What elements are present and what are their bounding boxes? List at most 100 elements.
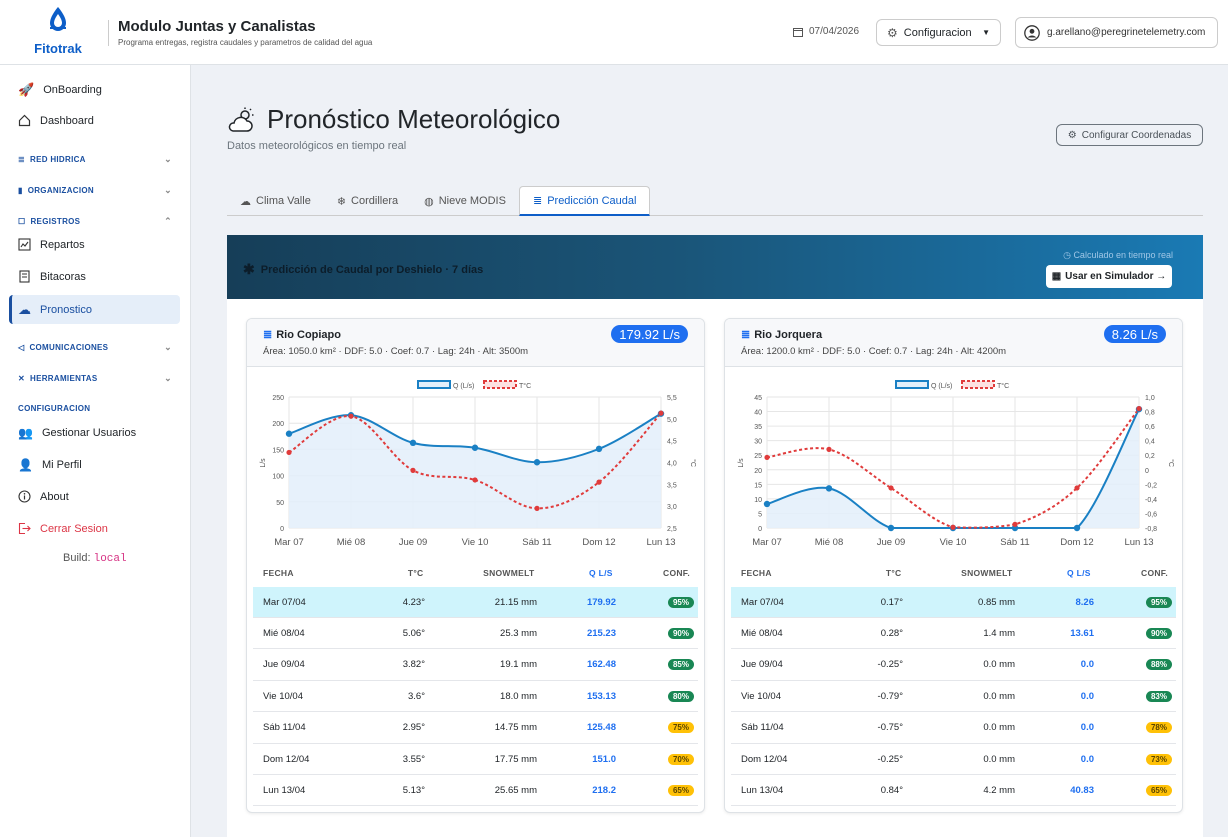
row-q: 215.23 <box>586 627 616 639</box>
x-tick-label: Jue 09 <box>399 537 428 548</box>
page-title: Pronóstico Meteorológico <box>227 104 560 135</box>
row-conf: 78% <box>1094 722 1172 734</box>
x-tick-label: Dom 12 <box>582 537 615 548</box>
sidebar-section-organizacion[interactable]: ▮ ORGANIZACION ⌄ <box>18 185 172 196</box>
sidebar-item-repartos[interactable]: Repartos <box>18 238 85 251</box>
table-row[interactable]: Mar 07/04 0.17° 0.85 mm 8.26 95% <box>731 587 1176 618</box>
table-row[interactable]: Jue 09/04 -0.25° 0.0 mm 0.0 88% <box>731 650 1176 681</box>
legend-flow-swatch <box>895 380 929 389</box>
x-tick-label: Mar 07 <box>752 537 782 548</box>
globe-icon: ◍ <box>424 195 434 208</box>
table-row[interactable]: Mié 08/04 0.28° 1.4 mm 13.61 90% <box>731 618 1176 650</box>
tab-label: Nieve MODIS <box>438 195 506 207</box>
confidence-badge: 85% <box>667 659 694 671</box>
tab-cordillera[interactable]: ❄ Cordillera <box>324 186 411 216</box>
sidebar-section-red-hidrica[interactable]: ≣ RED HIDRICA ⌄ <box>18 154 172 165</box>
tab-nieve-modis[interactable]: ◍ Nieve MODIS <box>411 186 519 216</box>
tab-label: Clima Valle <box>256 195 311 207</box>
user-menu-button[interactable]: g.arellano@peregrinetelemetry.com <box>1015 17 1218 48</box>
sidebar-item-label: About <box>40 490 69 503</box>
page-title-text: Pronóstico Meteorológico <box>267 104 561 134</box>
tab-prediccion-caudal[interactable]: ≣ Predicción Caudal <box>518 186 651 216</box>
table-row[interactable]: Lun 13/04 5.13° 25.65 mm 218.2 65% <box>253 775 698 807</box>
sidebar-section-comunicaciones[interactable]: ◁ COMUNICACIONES ⌄ <box>18 342 172 353</box>
tab-clima-valle[interactable]: ☁ Clima Valle <box>227 186 324 216</box>
sidebar-section-registros[interactable]: ☐ REGISTROS ⌃ <box>18 216 172 227</box>
table-row[interactable]: Vie 10/04 -0.79° 0.0 mm 0.0 83% <box>731 681 1176 713</box>
realtime-text: Calculado en tiempo real <box>1073 250 1173 260</box>
sidebar-item-label: Repartos <box>40 238 85 251</box>
table-row[interactable]: Dom 12/04 -0.25° 0.0 mm 0.0 73% <box>731 744 1176 775</box>
row-conf: 70% <box>616 753 694 765</box>
row-conf: 75% <box>616 722 694 734</box>
table-header: FECHA T°C SNOWMELT Q L/S CONF. <box>263 559 690 587</box>
section-label: RED HIDRICA <box>30 155 86 164</box>
row-fecha: Dom 12/04 <box>263 753 310 765</box>
sidebar-item-about[interactable]: About <box>18 490 69 503</box>
sidebar-section-herramientas[interactable]: ✕ HERRAMIENTAS ⌄ <box>18 373 172 384</box>
temp-point <box>348 413 354 419</box>
row-snowmelt: 0.0 mm <box>983 659 1015 671</box>
configurar-coordenadas-button[interactable]: ⚙ Configurar Coordenadas <box>1056 124 1203 146</box>
sidebar-item-pronostico[interactable]: ☁ Pronostico <box>18 302 92 318</box>
table-row[interactable]: Vie 10/04 3.6° 18.0 mm 153.13 80% <box>253 681 698 713</box>
flow-point <box>533 459 541 466</box>
sidebar-item-usuarios[interactable]: 👥 Gestionar Usuarios <box>18 426 136 440</box>
table-row[interactable]: Mar 07/04 4.23° 21.15 mm 179.92 95% <box>253 587 698 618</box>
chevron-down-icon: ⌄ <box>164 185 172 195</box>
sidebar-item-label: Cerrar Sesion <box>40 522 108 535</box>
confidence-badge: 88% <box>1145 659 1172 671</box>
table-row[interactable]: Lun 13/04 0.84° 4.2 mm 40.83 65% <box>731 775 1176 807</box>
temp-point <box>888 485 894 491</box>
chevron-up-icon: ⌃ <box>164 216 172 226</box>
sidebar-item-dashboard[interactable]: Dashboard <box>18 114 94 127</box>
temp-point <box>1074 485 1080 491</box>
river-card: ≣ Rio Copiapo Área: 1050.0 km² · DDF: 5.… <box>246 318 705 813</box>
table-row[interactable]: Sáb 11/04 2.95° 14.75 mm 125.48 75% <box>253 713 698 744</box>
temp-point <box>596 479 602 485</box>
flow-area <box>289 413 661 528</box>
y-tick-label: 10 <box>754 497 762 504</box>
row-q: 151.0 <box>592 753 616 765</box>
coord-button-label: Configurar Coordenadas <box>1081 129 1192 141</box>
table-row[interactable]: Mié 08/04 5.06° 25.3 mm 215.23 90% <box>253 618 698 650</box>
row-temp: 2.95° <box>402 722 425 734</box>
home-icon <box>18 114 31 127</box>
row-temp: 3.55° <box>402 753 425 765</box>
confidence-badge: 65% <box>1145 784 1172 796</box>
row-temp: 3.82° <box>402 659 425 671</box>
row-fecha: Jue 09/04 <box>741 659 783 671</box>
section-label: CONFIGURACION <box>18 404 91 413</box>
sidebar-item-perfil[interactable]: 👤 Mi Perfil <box>18 458 82 472</box>
configuracion-dropdown[interactable]: ⚙ Configuracion ▼ <box>876 19 1001 46</box>
table-row[interactable]: Jue 09/04 3.82° 19.1 mm 162.48 85% <box>253 650 698 681</box>
row-fecha: Mar 07/04 <box>263 596 306 608</box>
usar-en-simulador-button[interactable]: ▦ Usar en Simulador → <box>1046 265 1172 288</box>
app-logo[interactable]: Fitotrak <box>30 6 86 58</box>
build-label: Build: <box>63 552 91 564</box>
confidence-badge: 75% <box>667 722 694 734</box>
row-conf: 90% <box>1094 627 1172 639</box>
row-snowmelt: 19.1 mm <box>500 659 537 671</box>
app-subtitle: Programa entregas, registra caudales y p… <box>118 38 373 47</box>
legend-flow-swatch <box>417 380 451 389</box>
build-value: local <box>93 553 127 565</box>
confidence-badge: 90% <box>667 627 694 639</box>
sidebar-item-logout[interactable]: Cerrar Sesion <box>18 522 108 535</box>
cloud-sun-icon: ☁ <box>18 302 31 317</box>
sidebar-item-onboarding[interactable]: 🚀 OnBoarding <box>18 82 102 98</box>
tab-label: Predicción Caudal <box>547 194 637 207</box>
y2-tick-label: 4,0 <box>667 461 677 468</box>
confidence-badge: 70% <box>667 753 694 765</box>
table-row[interactable]: Sáb 11/04 -0.75° 0.0 mm 0.0 78% <box>731 713 1176 744</box>
table-row[interactable]: Dom 12/04 3.55° 17.75 mm 151.0 70% <box>253 744 698 775</box>
row-fecha: Lun 13/04 <box>263 784 306 796</box>
calendar-icon <box>793 27 803 37</box>
river-name-text: Rio Jorquera <box>754 328 823 341</box>
app-title: Modulo Juntas y Canalistas <box>118 18 316 35</box>
building-icon: ▮ <box>18 186 23 195</box>
row-conf: 90% <box>616 627 694 639</box>
row-q: 0.0 <box>1080 690 1094 702</box>
y-tick-label: 0 <box>758 526 762 533</box>
sidebar-item-bitacoras[interactable]: Bitacoras <box>18 270 86 283</box>
